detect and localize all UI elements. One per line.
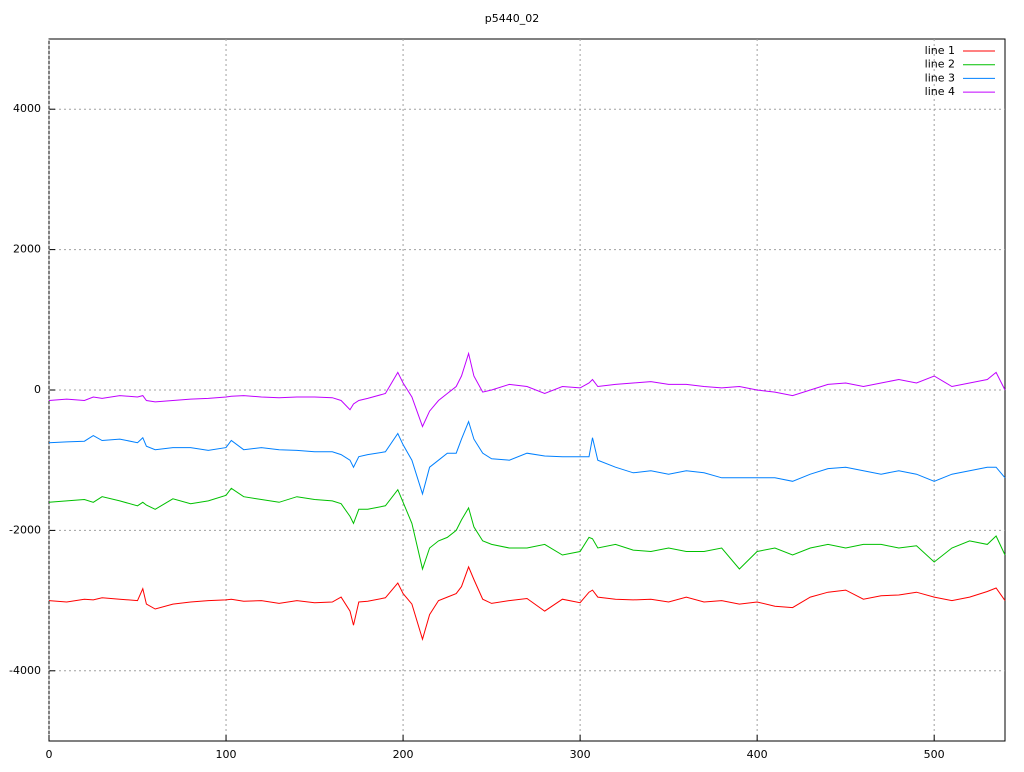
x-tick-label: 0 bbox=[46, 748, 53, 761]
legend-label: line 3 bbox=[925, 71, 955, 84]
chart-title: p5440_02 bbox=[485, 12, 539, 25]
legend-label: line 1 bbox=[925, 44, 955, 57]
series-line bbox=[48, 487, 1006, 571]
series-line bbox=[48, 420, 1006, 496]
legend-label: line 2 bbox=[925, 58, 955, 71]
series-line bbox=[48, 351, 1006, 428]
x-tick-label: 500 bbox=[924, 748, 945, 761]
plot-frame bbox=[48, 38, 1006, 742]
x-tick-label: 300 bbox=[570, 748, 591, 761]
y-tick-label: 2000 bbox=[13, 243, 41, 256]
y-tick-label: -2000 bbox=[9, 523, 41, 536]
y-tick-label: -4000 bbox=[9, 664, 41, 677]
x-tick-label: 200 bbox=[393, 748, 414, 761]
y-tick-label: 0 bbox=[34, 383, 41, 396]
x-tick-label: 100 bbox=[216, 748, 237, 761]
y-tick-label: 4000 bbox=[13, 102, 41, 115]
series-line bbox=[48, 565, 1006, 641]
x-tick-label: 400 bbox=[747, 748, 768, 761]
legend-label: line 4 bbox=[925, 85, 955, 98]
